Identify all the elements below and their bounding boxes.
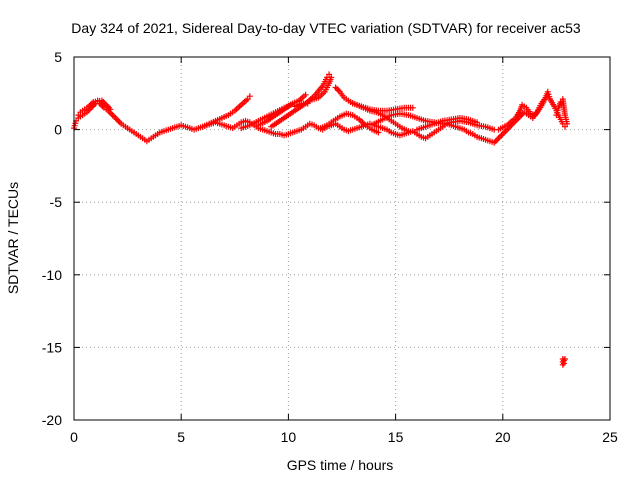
data-point: [332, 84, 339, 91]
data-point: [302, 91, 309, 98]
y-tick-label: -10: [42, 267, 62, 283]
data-point: [409, 104, 416, 111]
x-tick-label: 0: [70, 429, 78, 445]
x-tick-label: 15: [388, 429, 404, 445]
data-point: [328, 74, 335, 81]
data-points: [71, 71, 571, 368]
x-tick-label: 25: [602, 429, 618, 445]
plot-frame: [73, 56, 611, 421]
y-tick-label: -20: [42, 412, 62, 428]
data-point: [474, 119, 481, 126]
data-point: [246, 93, 253, 100]
x-axis-label: GPS time / hours: [287, 457, 394, 473]
y-tick-label: -5: [50, 194, 63, 210]
y-tick-label: 0: [54, 122, 62, 138]
x-tick-label: 20: [495, 429, 511, 445]
data-point: [562, 356, 568, 362]
data-point: [542, 94, 549, 101]
data-point: [405, 128, 412, 135]
x-tick-label: 5: [177, 429, 185, 445]
data-point: [375, 129, 382, 136]
y-axis-label: SDTVAR / TECUs: [5, 182, 21, 294]
axis-ticks: 0 5 10 15 20 25 5 0 -5 -10 -15 -20: [42, 49, 618, 445]
x-tick-label: 10: [281, 429, 297, 445]
y-tick-label: 5: [54, 49, 62, 65]
data-point: [559, 361, 566, 368]
y-tick-label: -15: [42, 339, 62, 355]
chart-title: Day 324 of 2021, Sidereal Day-to-day VTE…: [71, 20, 581, 36]
data-point: [107, 106, 114, 113]
data-point: [564, 120, 571, 127]
